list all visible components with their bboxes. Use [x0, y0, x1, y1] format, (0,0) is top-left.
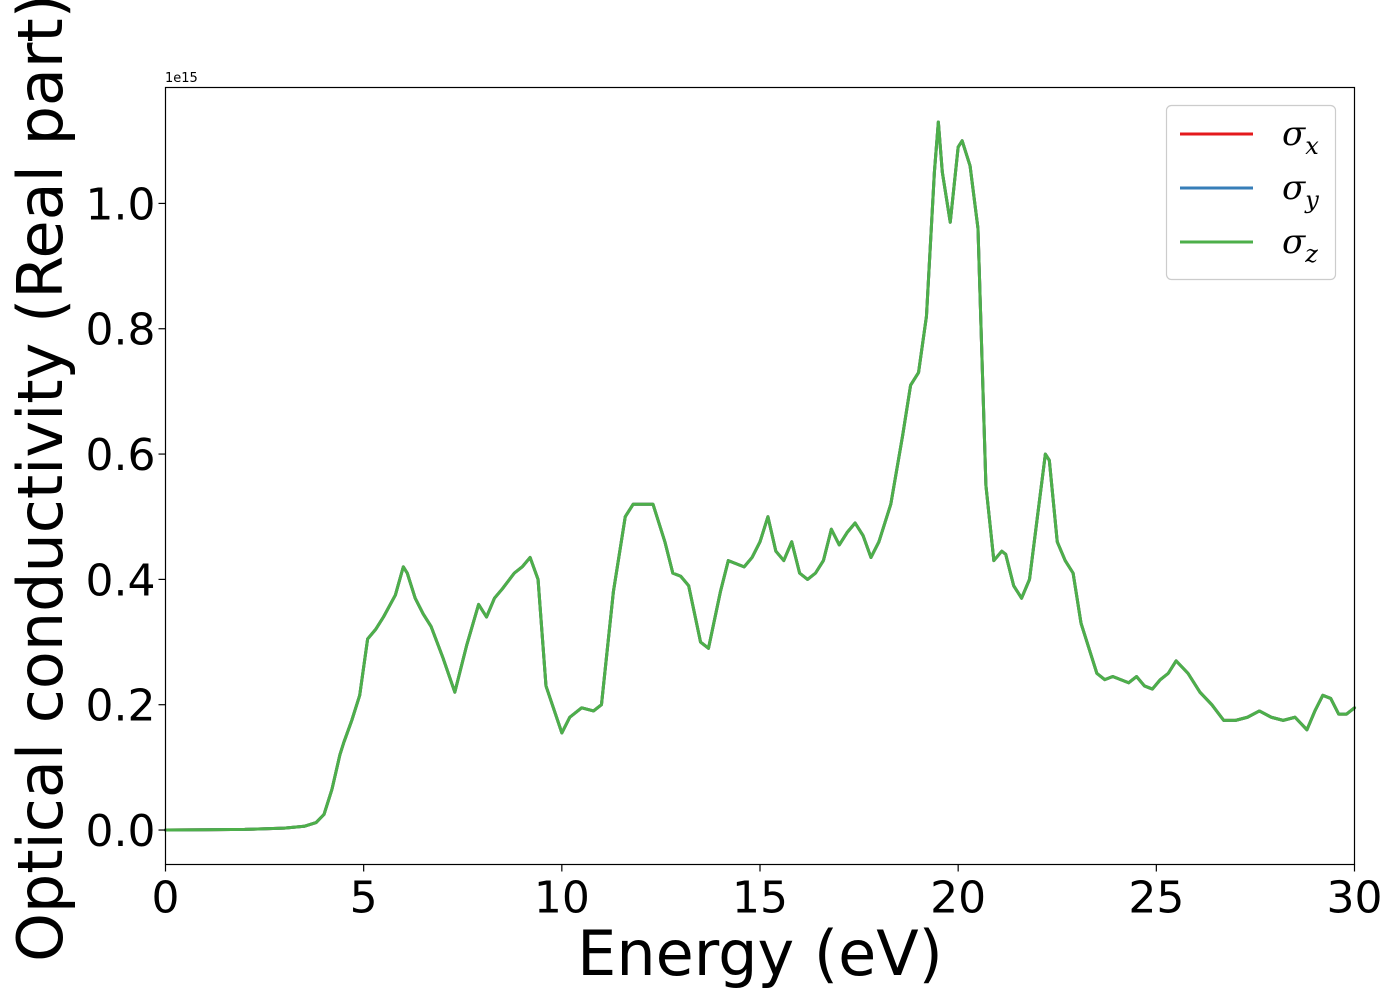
- legend-box: [1165, 104, 1337, 281]
- y-tick-label: 0.6: [86, 430, 156, 481]
- y-tick-label: 0.4: [86, 555, 156, 606]
- y-axis-ticks: 0.0 0.2 0.4 0.6 0.8 1.0: [86, 179, 166, 857]
- x-tick-label: 0: [152, 873, 180, 924]
- y-tick-label: 0.8: [86, 305, 156, 356]
- legend-label: σz: [1282, 222, 1318, 268]
- series-layer: [164, 120, 1356, 832]
- legend-items: σx σy σz: [1180, 114, 1319, 268]
- x-axis-ticks: 0 5 10 15 20 25 30: [152, 864, 1383, 924]
- y-tick-label: 0.0: [86, 806, 156, 857]
- y-offset-label: 1e15: [165, 71, 198, 86]
- legend: σx σy σz: [1165, 104, 1337, 281]
- series-line-z: [164, 120, 1356, 832]
- y-tick-label: 0.2: [86, 681, 156, 732]
- x-tick-label: 20: [930, 873, 986, 924]
- legend-label: σy: [1282, 168, 1319, 214]
- x-tick-label: 25: [1128, 873, 1184, 924]
- x-tick-label: 5: [350, 873, 378, 924]
- y-tick-label: 1.0: [86, 179, 156, 230]
- x-tick-label: 10: [534, 873, 590, 924]
- x-axis-label: Energy (eV): [577, 917, 943, 990]
- y-axis-label: Optical conductivity (Real part): [4, 0, 77, 962]
- x-tick-label: 30: [1327, 873, 1383, 924]
- legend-label: σx: [1282, 114, 1319, 160]
- x-tick-label: 15: [732, 873, 788, 924]
